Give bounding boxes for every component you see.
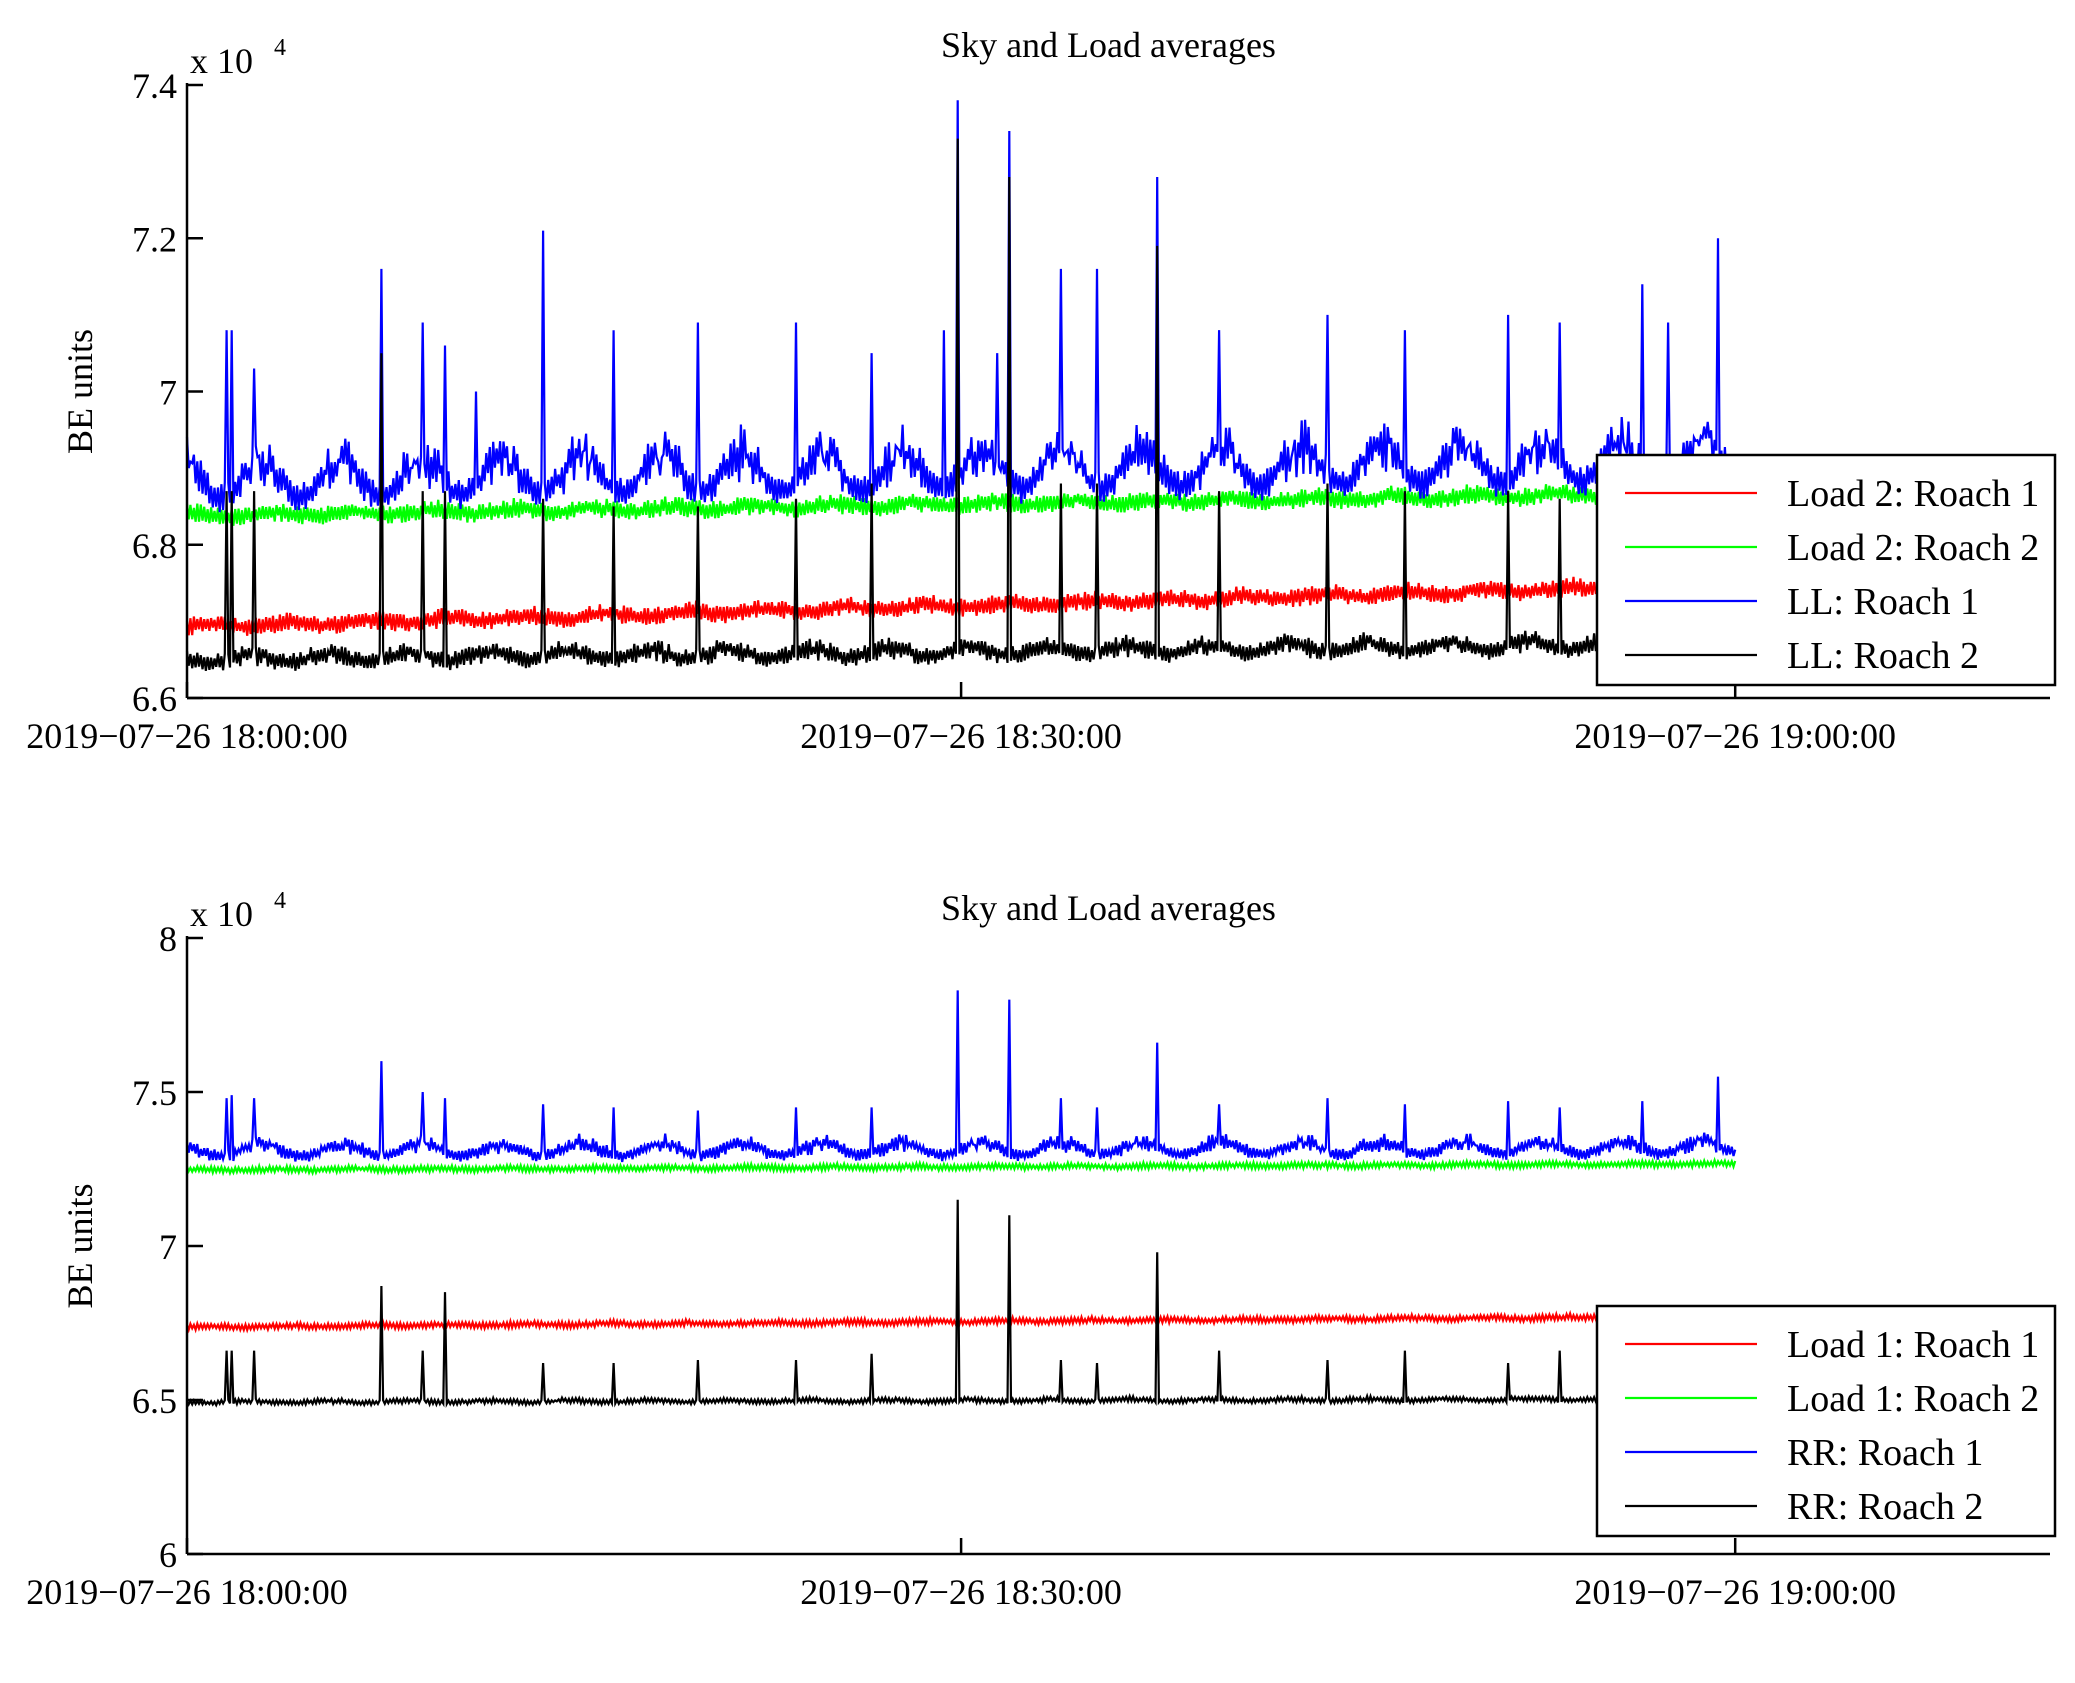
y-tick-label: 7.4 (132, 66, 177, 106)
legend-label-1: Load 1: Roach 1 (1787, 1324, 2039, 1366)
y-tick-label: 6.5 (132, 1381, 177, 1421)
y-axis-label: BE units (60, 1183, 100, 1308)
y-axis-label: BE units (60, 329, 100, 454)
legend-label-3: LL: Roach 1 (1787, 581, 1979, 623)
legend-label-4: RR: Roach 2 (1787, 1486, 1983, 1528)
x-tick-label: 2019−07−26 18:30:00 (800, 1572, 1122, 1612)
legend-label-4: LL: Roach 2 (1787, 635, 1979, 677)
legend-label-1: Load 2: Roach 1 (1787, 473, 2039, 515)
y-multiplier-label: x 10 (190, 894, 253, 934)
y-multiplier-exponent: 4 (274, 888, 286, 914)
x-tick-label: 2019−07−26 18:30:00 (800, 716, 1122, 756)
y-multiplier-label: x 10 (190, 41, 253, 81)
y-tick-label: 7.2 (132, 219, 177, 259)
legend-label-3: RR: Roach 1 (1787, 1432, 1983, 1474)
x-tick-label: 2019−07−26 19:00:00 (1574, 716, 1896, 756)
chart-panel-2: Sky and Load averages BE units x 10 4 6 6.5 7 7… (26, 888, 2057, 1612)
series-line-4 (186, 1199, 1737, 1408)
y-tick-label: 7.5 (132, 1073, 177, 1113)
legend-label-2: Load 2: Roach 2 (1787, 527, 2039, 569)
legend-label-2: Load 1: Roach 2 (1787, 1378, 2039, 1420)
series-line-3 (185, 100, 1737, 513)
chart-title: Sky and Load averages (941, 888, 1276, 928)
series-line-1 (185, 571, 1737, 636)
y-tick-label: 7 (159, 1227, 177, 1267)
series-line-1 (185, 1309, 1737, 1334)
chart-title: Sky and Load averages (941, 25, 1276, 65)
y-tick-label: 6.8 (132, 526, 177, 566)
y-tick-label: 6.6 (132, 679, 177, 719)
y-tick-label: 7 (159, 373, 177, 413)
legend: Load 2: Roach 1 Load 2: Roach 2 LL: Roach … (1595, 453, 2057, 687)
series-line-4 (185, 138, 1737, 671)
x-tick-label: 2019−07−26 18:00:00 (26, 716, 348, 756)
x-tick-label: 2019−07−26 18:00:00 (26, 1572, 348, 1612)
x-tick-label: 2019−07−26 19:00:00 (1574, 1572, 1896, 1612)
series-line-3 (185, 990, 1737, 1164)
legend: Load 1: Roach 1 Load 1: Roach 2 RR: Roach … (1595, 1304, 2057, 1538)
y-tick-label: 8 (159, 919, 177, 959)
y-tick-label: 6 (159, 1535, 177, 1575)
series-line-2 (185, 1156, 1737, 1177)
y-multiplier-exponent: 4 (274, 35, 286, 61)
chart-panel-1: Sky and Load averages BE units x 10 4 6.6 6.8… (26, 25, 2057, 756)
